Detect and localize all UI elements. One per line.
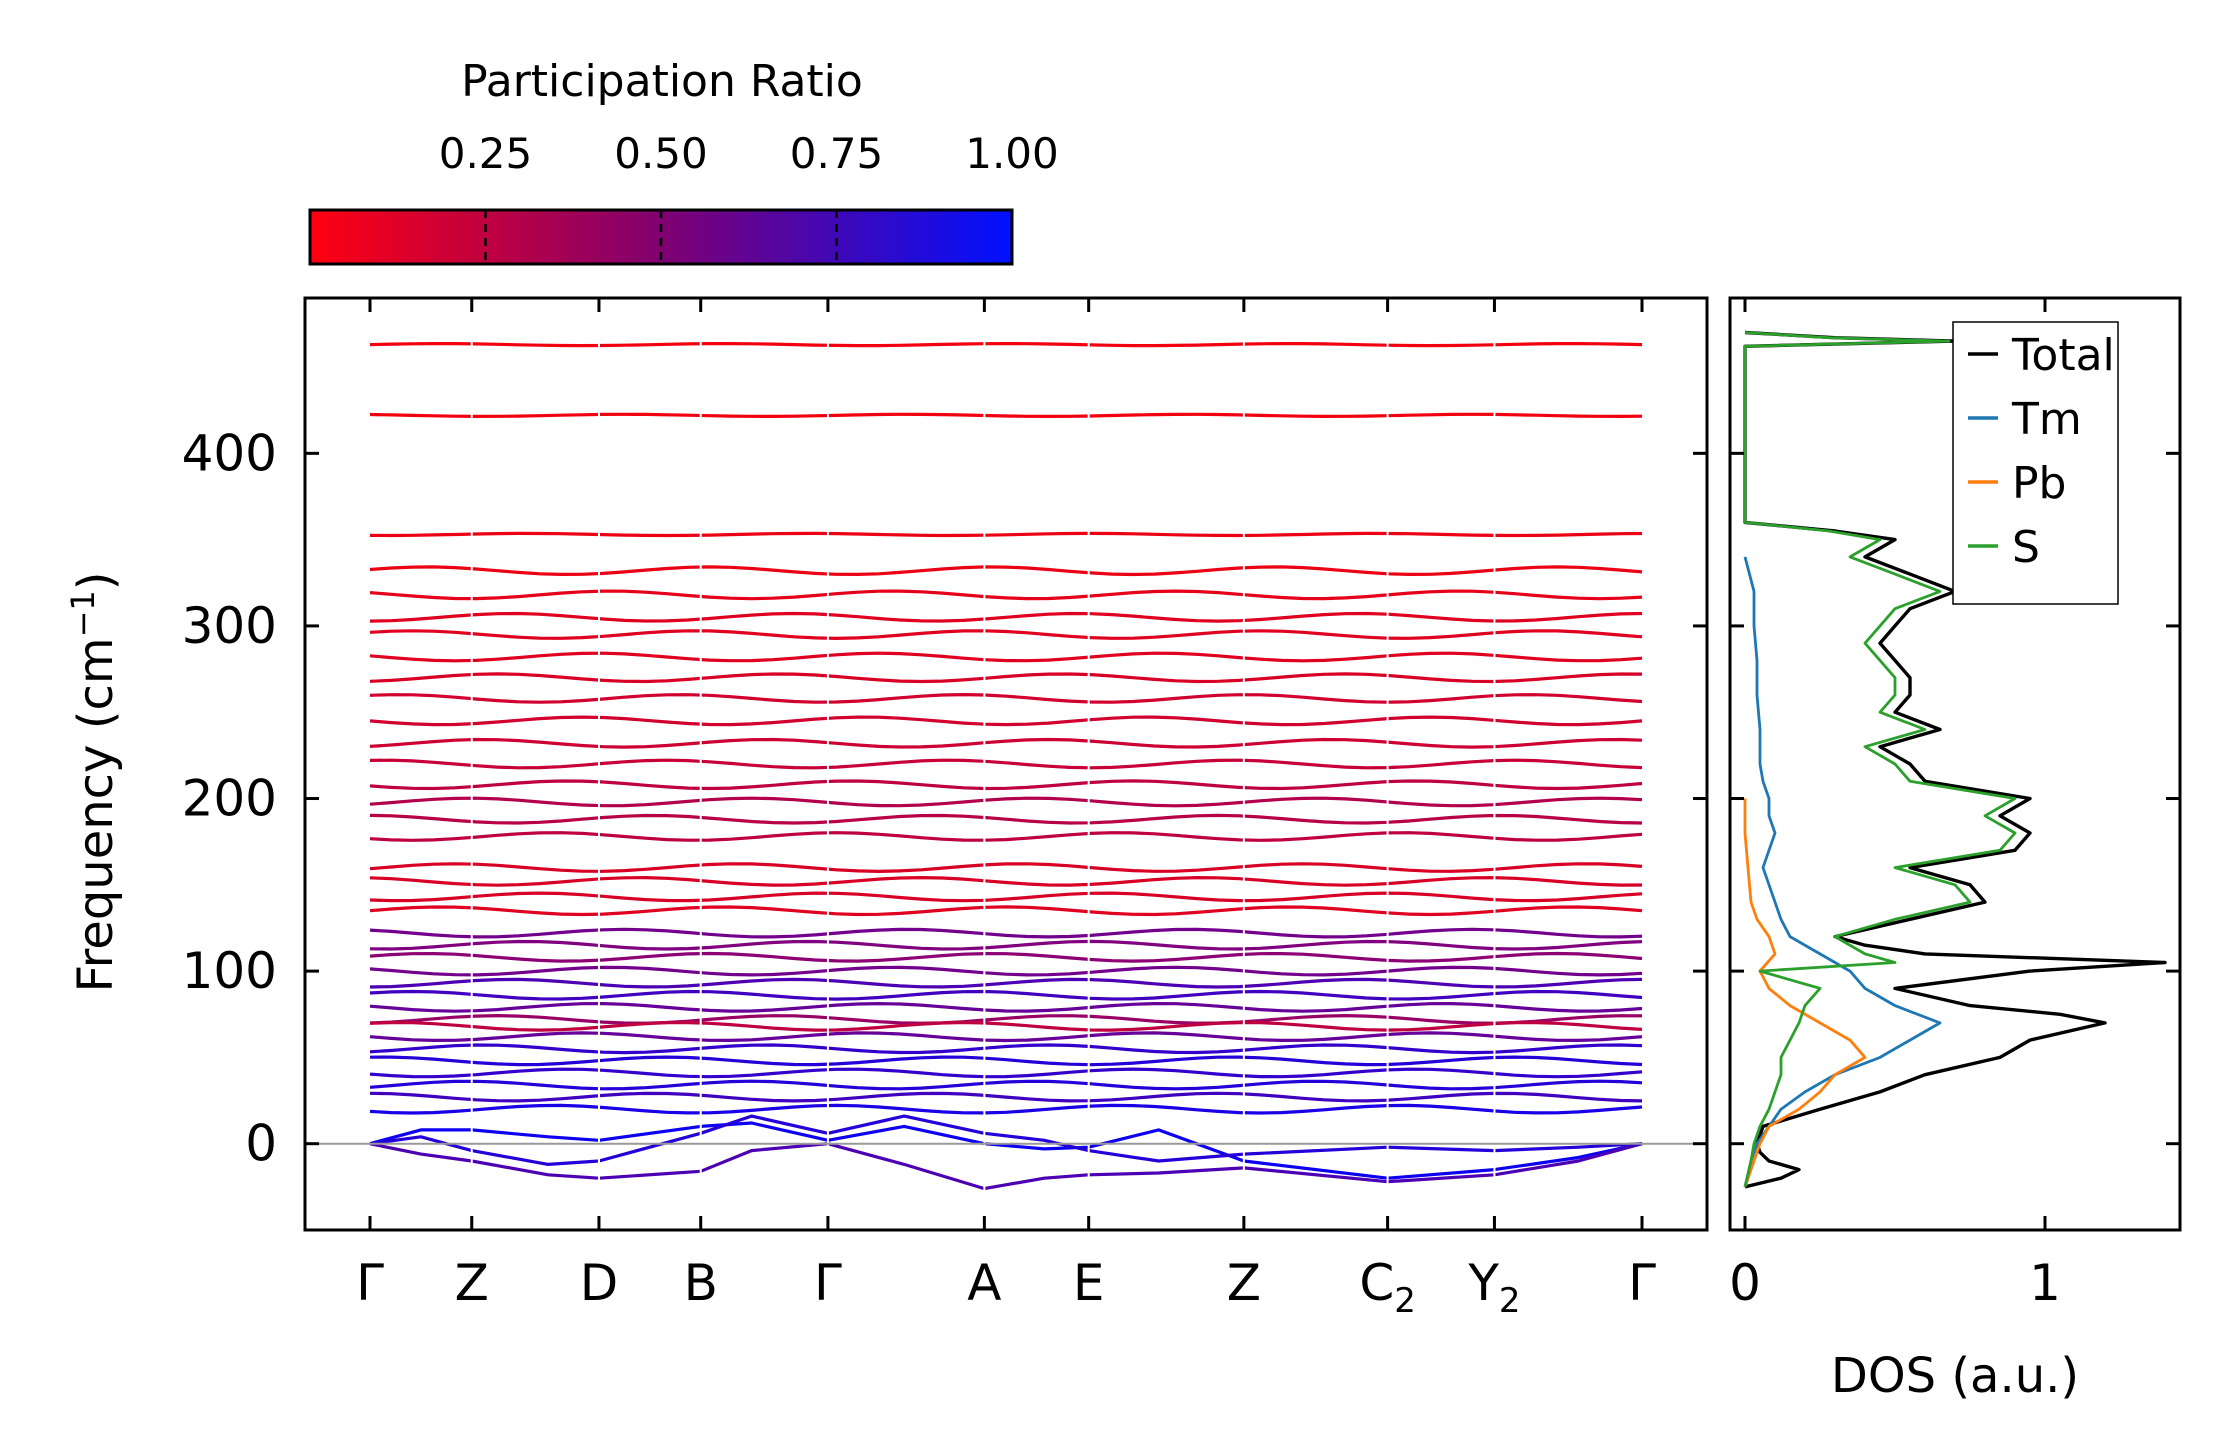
legend-label: Total [2011, 330, 2115, 381]
y-axis-ticks: 0 100 200 300 400 [182, 424, 1707, 1173]
legend-frame [1952, 321, 2119, 605]
y-axis-label-exponent: −1 [64, 590, 102, 637]
path-label: A [967, 1254, 1001, 1312]
dos-line-pb [1743, 798, 1867, 1188]
band-line [369, 1020, 1643, 1032]
band-line [369, 927, 1643, 939]
acoustic-band-line [369, 1142, 1643, 1191]
band-line [369, 796, 1643, 808]
path-label: Γ [814, 1254, 842, 1312]
colorbar-tick-label: 0.25 [439, 129, 533, 178]
path-label: D [580, 1254, 619, 1312]
band-line [369, 831, 1643, 842]
path-label: Z [455, 1254, 489, 1312]
path-label: Γ [356, 1254, 384, 1312]
band-line [369, 565, 1643, 577]
dos-x-axis-label: DOS (a.u.) [1831, 1348, 2079, 1404]
y-axis-label-close: ) [68, 571, 124, 590]
band-line [369, 1079, 1643, 1091]
colorbar: Participation Ratio 0.25 0.50 0.75 1.00 [308, 56, 1059, 266]
band-line [369, 989, 1643, 1001]
band-line [369, 531, 1643, 538]
band-panel: 0 100 200 300 400 Γ Z D B Γ A E Z C2 Y2 Γ Frequency (c… [64, 296, 1709, 1321]
band-line [369, 341, 1643, 348]
band-line [369, 758, 1643, 770]
path-label: Y2 [1467, 1254, 1520, 1321]
band-line [369, 1067, 1643, 1079]
band-line [369, 651, 1643, 663]
y-tick-label: 300 [182, 597, 277, 655]
y-tick-label: 100 [182, 942, 277, 1000]
legend-items: Total Tm Pb S [1968, 330, 2115, 573]
band-line [369, 905, 1643, 917]
band-line [369, 891, 1643, 903]
band-line [369, 412, 1643, 419]
dos-line-s [1743, 331, 2017, 1188]
y-axis-label-text: Frequency (cm [68, 637, 124, 992]
band-line [369, 951, 1643, 963]
path-label: E [1073, 1254, 1105, 1312]
dos-line-total [1743, 330, 2167, 1189]
band-line [369, 611, 1643, 623]
x-axis-path-labels: Γ Z D B Γ A E Z C2 Y2 Γ [356, 298, 1656, 1321]
dos-line-tm [1743, 556, 1942, 1188]
band-line [369, 1091, 1643, 1103]
dos-x-tick-label: 1 [2029, 1254, 2061, 1312]
band-line [369, 779, 1643, 791]
colorbar-ticks: 0.25 0.50 0.75 1.00 [439, 129, 1059, 264]
dos-lines [1743, 330, 2167, 1189]
band-line [369, 1013, 1643, 1025]
path-label: C2 [1359, 1254, 1416, 1321]
band-line [369, 875, 1643, 887]
band-line [369, 862, 1643, 874]
band-line [369, 965, 1643, 977]
band-axes-frame [303, 296, 1709, 1232]
band-line [369, 1031, 1643, 1043]
path-label: B [684, 1254, 718, 1312]
band-line [369, 629, 1643, 641]
dos-x-tick-label: 0 [1729, 1254, 1761, 1312]
colorbar-tick-label: 1.00 [965, 129, 1059, 178]
y-tick-label: 200 [182, 770, 277, 828]
path-label: Γ [1628, 1254, 1656, 1312]
y-axis-label: Frequency (cm−1) [64, 571, 124, 992]
colorbar-tick-label: 0.75 [790, 129, 884, 178]
band-line [369, 977, 1643, 989]
legend-label: Tm [2011, 394, 2082, 445]
acoustic-band-line [369, 1114, 1643, 1167]
band-line [369, 1043, 1643, 1055]
band-lines [369, 298, 1643, 1230]
acoustic-band-line [369, 1121, 1643, 1180]
band-line [369, 813, 1643, 825]
band-line [369, 1001, 1643, 1013]
dos-axes-frame [1728, 296, 2182, 1232]
colorbar-title: Participation Ratio [461, 56, 863, 107]
band-line [369, 939, 1643, 951]
band-line [369, 692, 1643, 704]
colorbar-tick-label: 0.50 [614, 129, 708, 178]
y-tick-label: 400 [182, 424, 277, 482]
band-line [369, 589, 1643, 601]
dos-legend: Total Tm Pb S [1952, 321, 2119, 605]
y-tick-label: 0 [245, 1115, 277, 1173]
legend-label: S [2012, 522, 2040, 573]
band-line [369, 737, 1643, 749]
legend-label: Pb [2012, 458, 2066, 509]
band-line [369, 1103, 1643, 1115]
band-line [369, 672, 1643, 684]
band-line [369, 1055, 1643, 1067]
path-label: Z [1227, 1254, 1261, 1312]
band-line [369, 715, 1643, 727]
